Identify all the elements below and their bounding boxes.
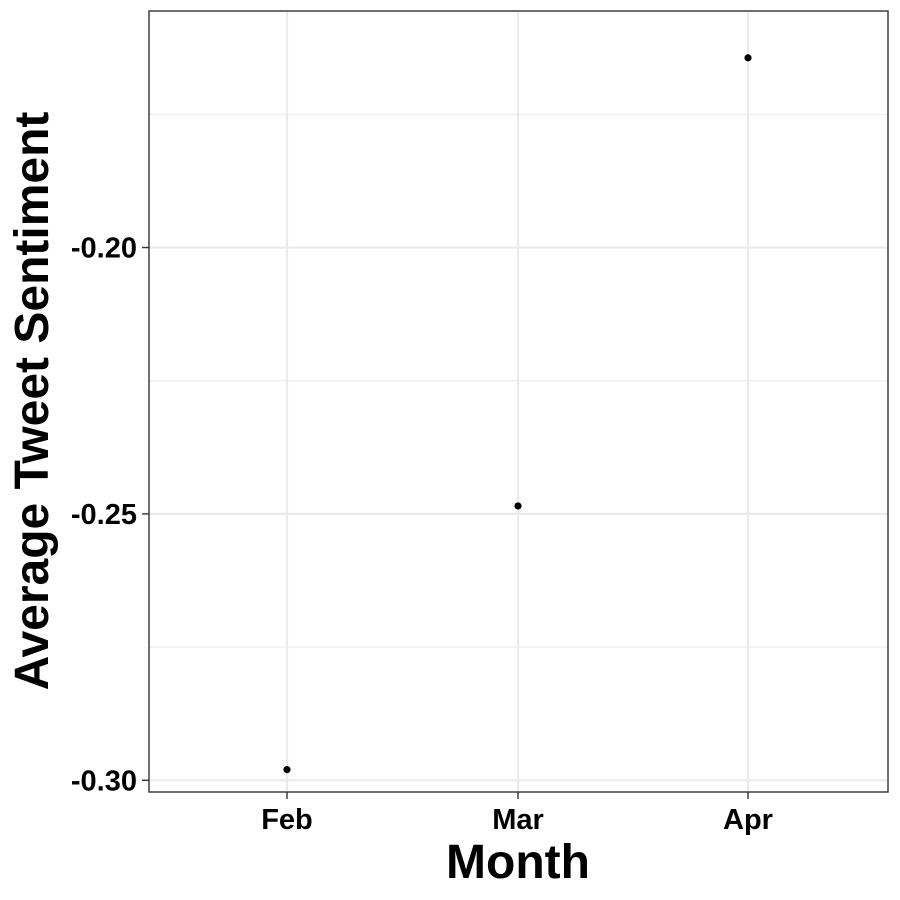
x-tick-label: Feb	[261, 804, 313, 836]
y-tick-label: -0.20	[71, 233, 137, 265]
y-tick-label: -0.25	[71, 499, 137, 531]
gridlines	[149, 11, 888, 792]
data-point	[514, 502, 522, 510]
y-tick-label: -0.30	[71, 765, 137, 797]
data-point	[744, 54, 752, 62]
data-points	[283, 54, 752, 774]
y-axis-ticks: -0.30 -0.25 -0.20	[71, 233, 149, 797]
x-axis-title: Month	[446, 836, 590, 889]
data-point	[283, 766, 291, 774]
x-tick-label: Mar	[492, 804, 544, 836]
y-axis-title: Average Tweet Sentiment	[6, 112, 59, 691]
x-axis-ticks: Feb Mar Apr	[261, 792, 773, 836]
x-tick-label: Apr	[723, 804, 773, 836]
